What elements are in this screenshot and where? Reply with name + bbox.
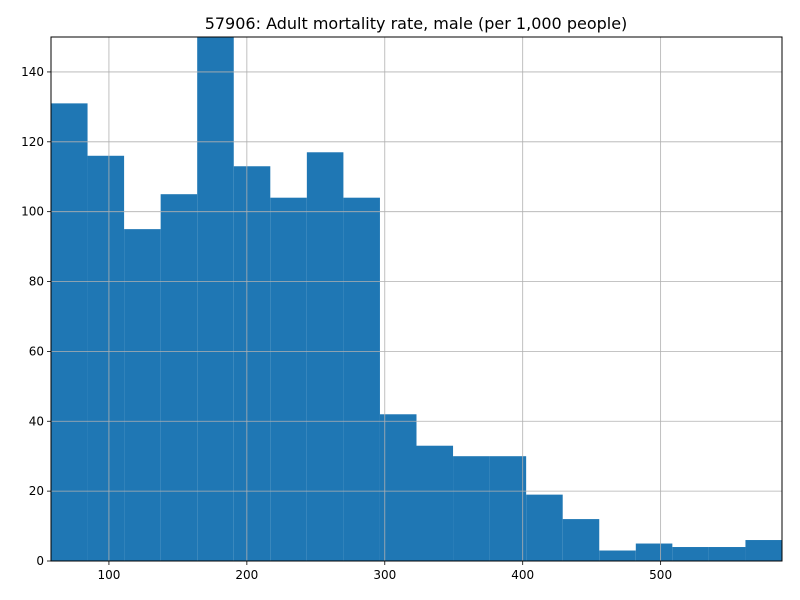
histogram-bar: [708, 547, 746, 561]
histogram-bar: [51, 103, 88, 561]
histogram-bar: [453, 456, 490, 561]
plot-frame: [50, 36, 783, 562]
histogram-bar: [416, 445, 454, 561]
x-tick-label: 400: [511, 568, 534, 582]
histogram-bars: [51, 37, 782, 562]
histogram-bar: [306, 152, 344, 561]
y-tick-label: 40: [29, 414, 44, 428]
x-tick-label: 300: [373, 568, 396, 582]
x-tick-label: 500: [649, 568, 672, 582]
histogram-bar: [124, 229, 161, 561]
x-tick-label: 100: [97, 568, 120, 582]
histogram-bar: [379, 414, 417, 561]
histogram-bar: [233, 166, 271, 561]
histogram-bar: [635, 543, 673, 561]
histogram-bar: [562, 519, 600, 561]
histogram-bar: [343, 197, 380, 561]
y-tick-label: 120: [21, 135, 44, 149]
y-tick-label: 20: [29, 484, 44, 498]
y-tick-label: 0: [36, 554, 44, 568]
histogram-bar: [526, 494, 563, 561]
y-tick-label: 100: [21, 205, 44, 219]
y-tick-label: 80: [29, 275, 44, 289]
histogram-bar: [745, 540, 782, 561]
histogram-bar: [87, 155, 125, 562]
histogram-bar: [489, 456, 527, 561]
histogram-bar: [672, 547, 709, 561]
chart-title: 57906: Adult mortality rate, male (per 1…: [205, 14, 628, 33]
x-axis-ticks: 100 200 300 400 500: [97, 561, 672, 582]
y-tick-label: 60: [29, 344, 44, 358]
y-axis-ticks: 0 20 40 60 80 100 120 140: [21, 65, 51, 568]
histogram-bar: [160, 194, 198, 561]
x-tick-label: 200: [235, 568, 258, 582]
histogram-bar: [197, 37, 234, 561]
histogram-bar: [270, 197, 307, 561]
y-tick-label: 140: [21, 65, 44, 79]
histogram-bar: [599, 550, 636, 561]
